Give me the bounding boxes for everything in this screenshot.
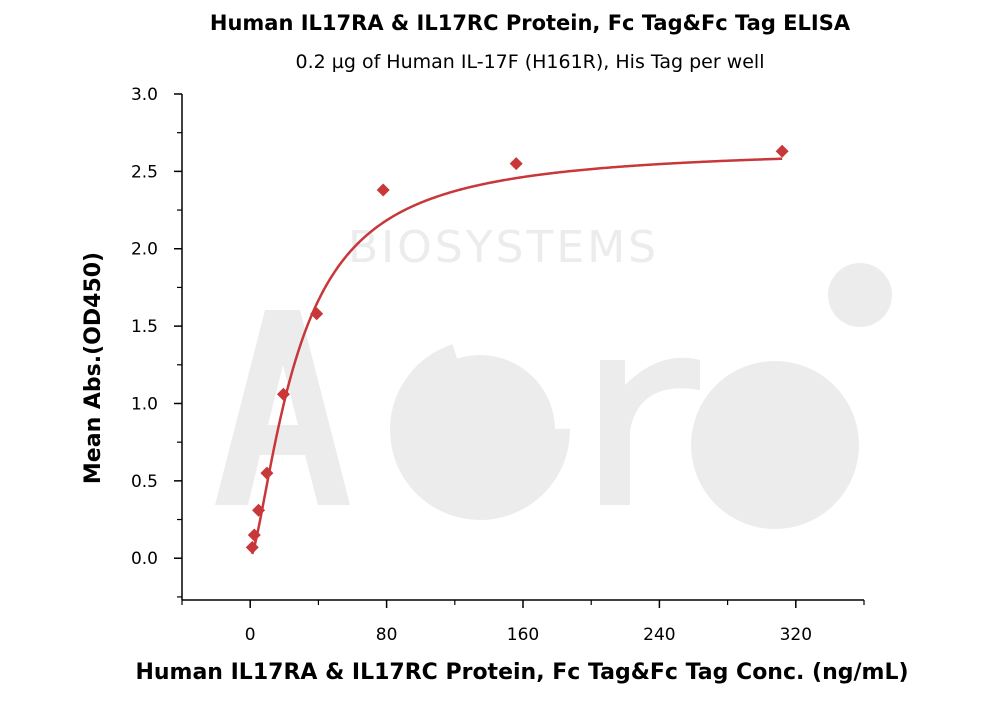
data-point — [247, 528, 261, 542]
data-point — [276, 387, 290, 401]
watermark-o-shape — [691, 361, 859, 529]
data-point — [252, 503, 266, 517]
data-point — [245, 540, 259, 554]
x-axis-label: Human IL17RA & IL17RC Protein, Fc Tag&Fc… — [135, 660, 908, 685]
x-ticks: 0 80 160 240 320 — [181, 600, 865, 645]
y-tick-label: 2.5 — [131, 162, 158, 182]
data-point — [509, 157, 523, 171]
y-ticks: 0.0 0.5 1.0 1.5 2.0 2.5 3.0 — [131, 85, 182, 598]
watermark-text: BIOSYSTEMS — [348, 222, 659, 273]
x-tick-label: 0 — [245, 625, 256, 645]
x-tick-label: 80 — [376, 625, 398, 645]
y-tick-label: 0.0 — [131, 549, 158, 569]
y-tick-label: 3.0 — [131, 85, 158, 105]
x-tick-label: 160 — [507, 625, 539, 645]
watermark-r-shape — [600, 357, 700, 505]
data-markers — [245, 144, 789, 554]
y-tick-label: 1.5 — [131, 317, 158, 337]
data-point — [310, 307, 324, 321]
data-point — [775, 144, 789, 158]
y-tick-label: 2.0 — [131, 240, 158, 260]
x-tick-label: 320 — [780, 625, 812, 645]
watermark-c-shape — [390, 340, 570, 520]
fit-curve — [251, 157, 783, 555]
chart-title: Human IL17RA & IL17RC Protein, Fc Tag&Fc… — [210, 11, 851, 35]
y-axis-label: Mean Abs.(OD450) — [81, 252, 106, 484]
data-point — [376, 183, 390, 197]
y-tick-label: 0.5 — [131, 472, 158, 492]
chart-subtitle: 0.2 µg of Human IL-17F (H161R), His Tag … — [296, 51, 765, 73]
y-tick-label: 1.0 — [131, 394, 158, 414]
watermark: BIOSYSTEMS — [215, 222, 892, 529]
watermark-dot-shape — [828, 263, 892, 327]
data-point — [260, 466, 274, 480]
watermark-a-shape — [215, 310, 350, 505]
x-tick-label: 240 — [643, 625, 675, 645]
